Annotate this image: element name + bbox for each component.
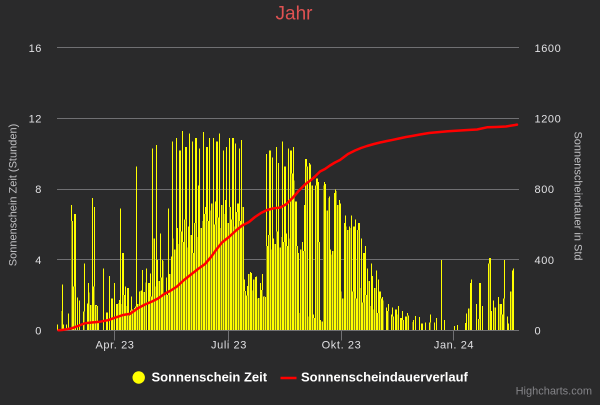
svg-text:12: 12 — [29, 114, 42, 126]
svg-text:Juli 23: Juli 23 — [211, 340, 247, 352]
svg-text:0: 0 — [35, 326, 42, 338]
svg-text:4: 4 — [35, 255, 42, 267]
svg-text:400: 400 — [535, 255, 555, 267]
svg-text:0: 0 — [535, 326, 542, 338]
svg-text:1600: 1600 — [535, 43, 562, 55]
svg-text:1200: 1200 — [535, 114, 562, 126]
svg-text:Okt. 23: Okt. 23 — [322, 340, 362, 352]
svg-text:8: 8 — [35, 184, 42, 196]
svg-text:16: 16 — [29, 43, 42, 55]
svg-text:Jan. 24: Jan. 24 — [434, 340, 474, 352]
svg-text:Sonnenschein Zeit: Sonnenschein Zeit — [152, 370, 268, 385]
svg-text:Sonnenscheindauer in Std: Sonnenscheindauer in Std — [572, 131, 584, 260]
svg-text:Jahr: Jahr — [276, 4, 314, 25]
svg-text:800: 800 — [535, 184, 555, 196]
svg-text:Apr. 23: Apr. 23 — [95, 340, 134, 352]
svg-text:Sonnenscheindauerverlauf: Sonnenscheindauerverlauf — [301, 370, 469, 385]
svg-text:Sonnenschein Zeit (Stunden): Sonnenschein Zeit (Stunden) — [8, 124, 20, 266]
svg-text:Highcharts.com: Highcharts.com — [516, 386, 592, 398]
